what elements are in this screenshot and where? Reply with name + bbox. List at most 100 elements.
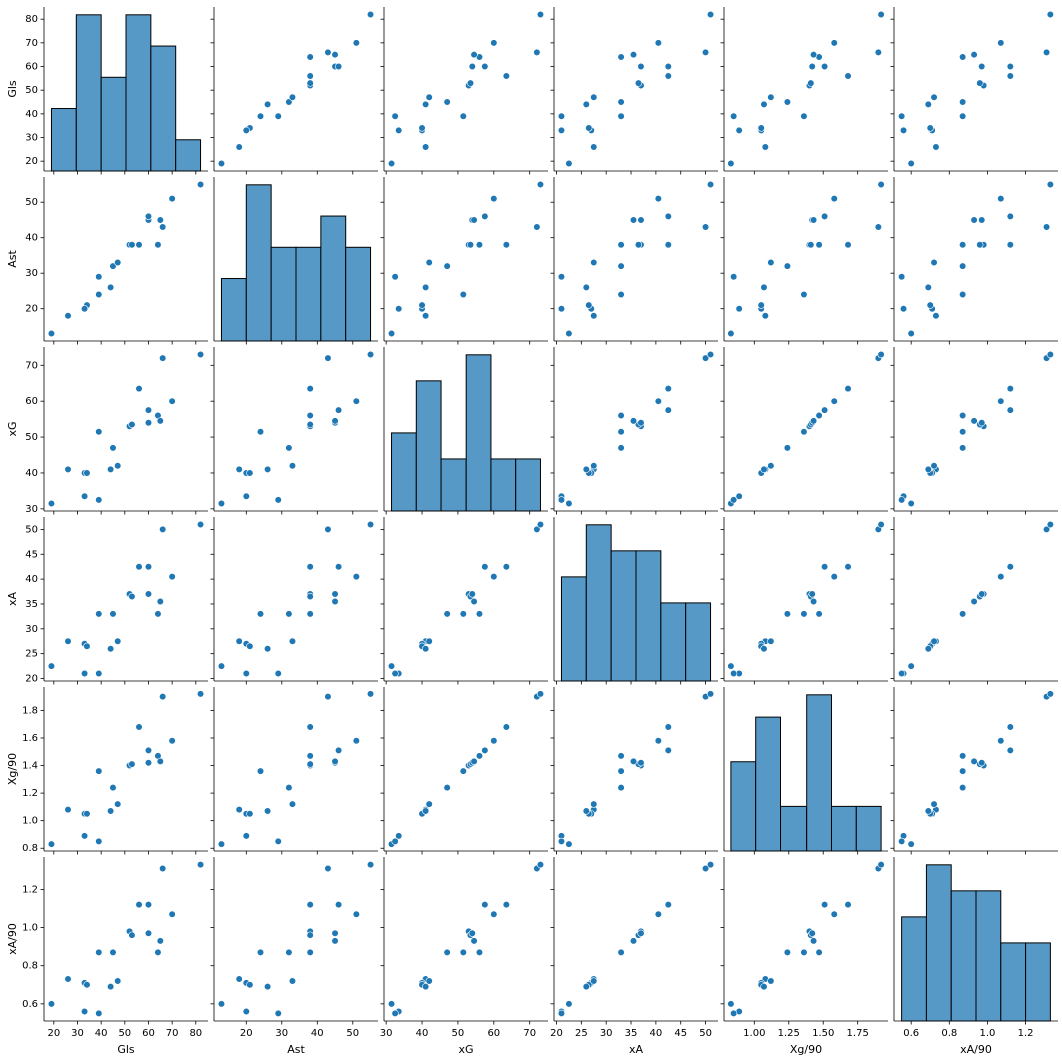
- hist-bar: [610, 550, 637, 682]
- y-tick-label: 0.8: [22, 843, 38, 854]
- scatter-point: [617, 752, 625, 760]
- hist-bar: [1025, 942, 1051, 1022]
- hist-bar: [806, 694, 832, 852]
- scatter-point: [664, 241, 672, 249]
- scatter-point: [196, 690, 205, 698]
- y-tick-label: 1.0: [22, 816, 38, 827]
- scatter-point: [352, 737, 360, 745]
- scatter-point: [978, 590, 986, 598]
- scatter-point: [159, 223, 167, 231]
- scatter-point: [706, 690, 715, 698]
- scatter-point: [924, 283, 932, 291]
- scatter-point: [107, 983, 115, 991]
- scatter-point: [1042, 223, 1051, 231]
- scatter-point: [306, 420, 314, 429]
- scatter-point: [701, 223, 710, 231]
- scatter-point: [256, 112, 265, 120]
- scatter-point: [331, 757, 339, 766]
- scatter-point: [930, 462, 938, 470]
- scatter-point: [154, 610, 162, 618]
- scatter-point: [443, 262, 451, 270]
- scatter-point: [334, 746, 343, 754]
- scatter-point: [809, 51, 818, 59]
- scatter-point: [109, 610, 117, 618]
- scatter-point: [590, 258, 598, 267]
- scatter-point: [706, 350, 715, 359]
- scatter-point: [1046, 180, 1054, 189]
- scatter-point: [760, 983, 768, 991]
- scatter-point: [959, 411, 967, 420]
- scatter-point: [978, 419, 986, 427]
- y-tick-label: 50: [25, 524, 38, 535]
- scatter-point: [306, 760, 314, 768]
- scatter-point: [285, 98, 293, 106]
- scatter-point: [706, 10, 715, 19]
- y-tick-label: 45: [25, 549, 38, 560]
- scatter-point: [475, 752, 484, 760]
- scatter-point: [242, 1007, 250, 1016]
- scatter-point: [217, 499, 226, 508]
- x-tick-label: 30: [600, 1028, 613, 1039]
- hist-bar: [901, 916, 927, 1022]
- scatter-point: [470, 597, 478, 606]
- y-axis-label: Gls: [6, 80, 19, 98]
- scatter-point: [970, 51, 978, 59]
- scatter-point: [391, 273, 399, 281]
- scatter-point: [907, 329, 915, 338]
- y-tick-label: 20: [25, 156, 38, 167]
- scatter-point: [83, 810, 91, 818]
- scatter-point: [95, 428, 103, 436]
- scatter-point: [274, 837, 282, 845]
- scatter-point: [536, 520, 545, 529]
- scatter-point: [735, 305, 743, 313]
- scatter-point: [978, 216, 986, 224]
- scatter-point: [959, 241, 967, 249]
- y-tick-label: 80: [25, 14, 38, 25]
- hist-bar: [345, 246, 372, 342]
- scatter-point: [331, 597, 339, 606]
- scatter-point: [306, 931, 314, 939]
- scatter-point: [144, 563, 153, 571]
- scatter-point: [334, 406, 343, 414]
- scatter-point: [274, 669, 282, 678]
- hist-bar: [75, 14, 102, 172]
- scatter-point: [306, 563, 314, 571]
- x-axis-label: xA/90: [960, 1043, 992, 1056]
- scatter-point: [761, 312, 769, 320]
- scatter-point: [830, 573, 838, 581]
- scatter-point: [664, 723, 672, 731]
- scatter-point: [168, 910, 176, 918]
- scatter-point: [1046, 690, 1054, 698]
- scatter-point: [590, 462, 598, 470]
- scatter-point: [459, 610, 467, 618]
- scatter-point: [617, 767, 625, 775]
- scatter-point: [924, 807, 932, 815]
- scatter-point: [443, 98, 451, 106]
- hist-bar: [780, 805, 808, 852]
- scatter-point: [288, 462, 297, 470]
- x-tick-label: 1.50: [812, 1028, 834, 1039]
- scatter-point: [242, 492, 250, 500]
- scatter-point: [242, 832, 250, 840]
- scatter-point: [637, 216, 645, 224]
- scatter-point: [425, 93, 433, 101]
- scatter-point: [114, 977, 122, 985]
- scatter-point: [443, 948, 451, 956]
- scatter-point: [997, 573, 1005, 581]
- scatter-point: [783, 262, 791, 270]
- scatter-point: [557, 273, 566, 281]
- scatter-point: [1042, 525, 1051, 534]
- scatter-point: [128, 420, 136, 429]
- scatter-point: [135, 901, 143, 909]
- scatter-point: [877, 520, 885, 529]
- scatter-point: [95, 837, 103, 845]
- scatter-point: [800, 290, 808, 299]
- hist-bar: [415, 380, 442, 512]
- scatter-point: [959, 262, 967, 270]
- scatter-point: [391, 112, 399, 120]
- scatter-point: [565, 329, 573, 338]
- scatter-point: [331, 51, 339, 59]
- scatter-point: [874, 223, 882, 231]
- scatter-point: [767, 977, 775, 985]
- scatter-point: [274, 1009, 282, 1017]
